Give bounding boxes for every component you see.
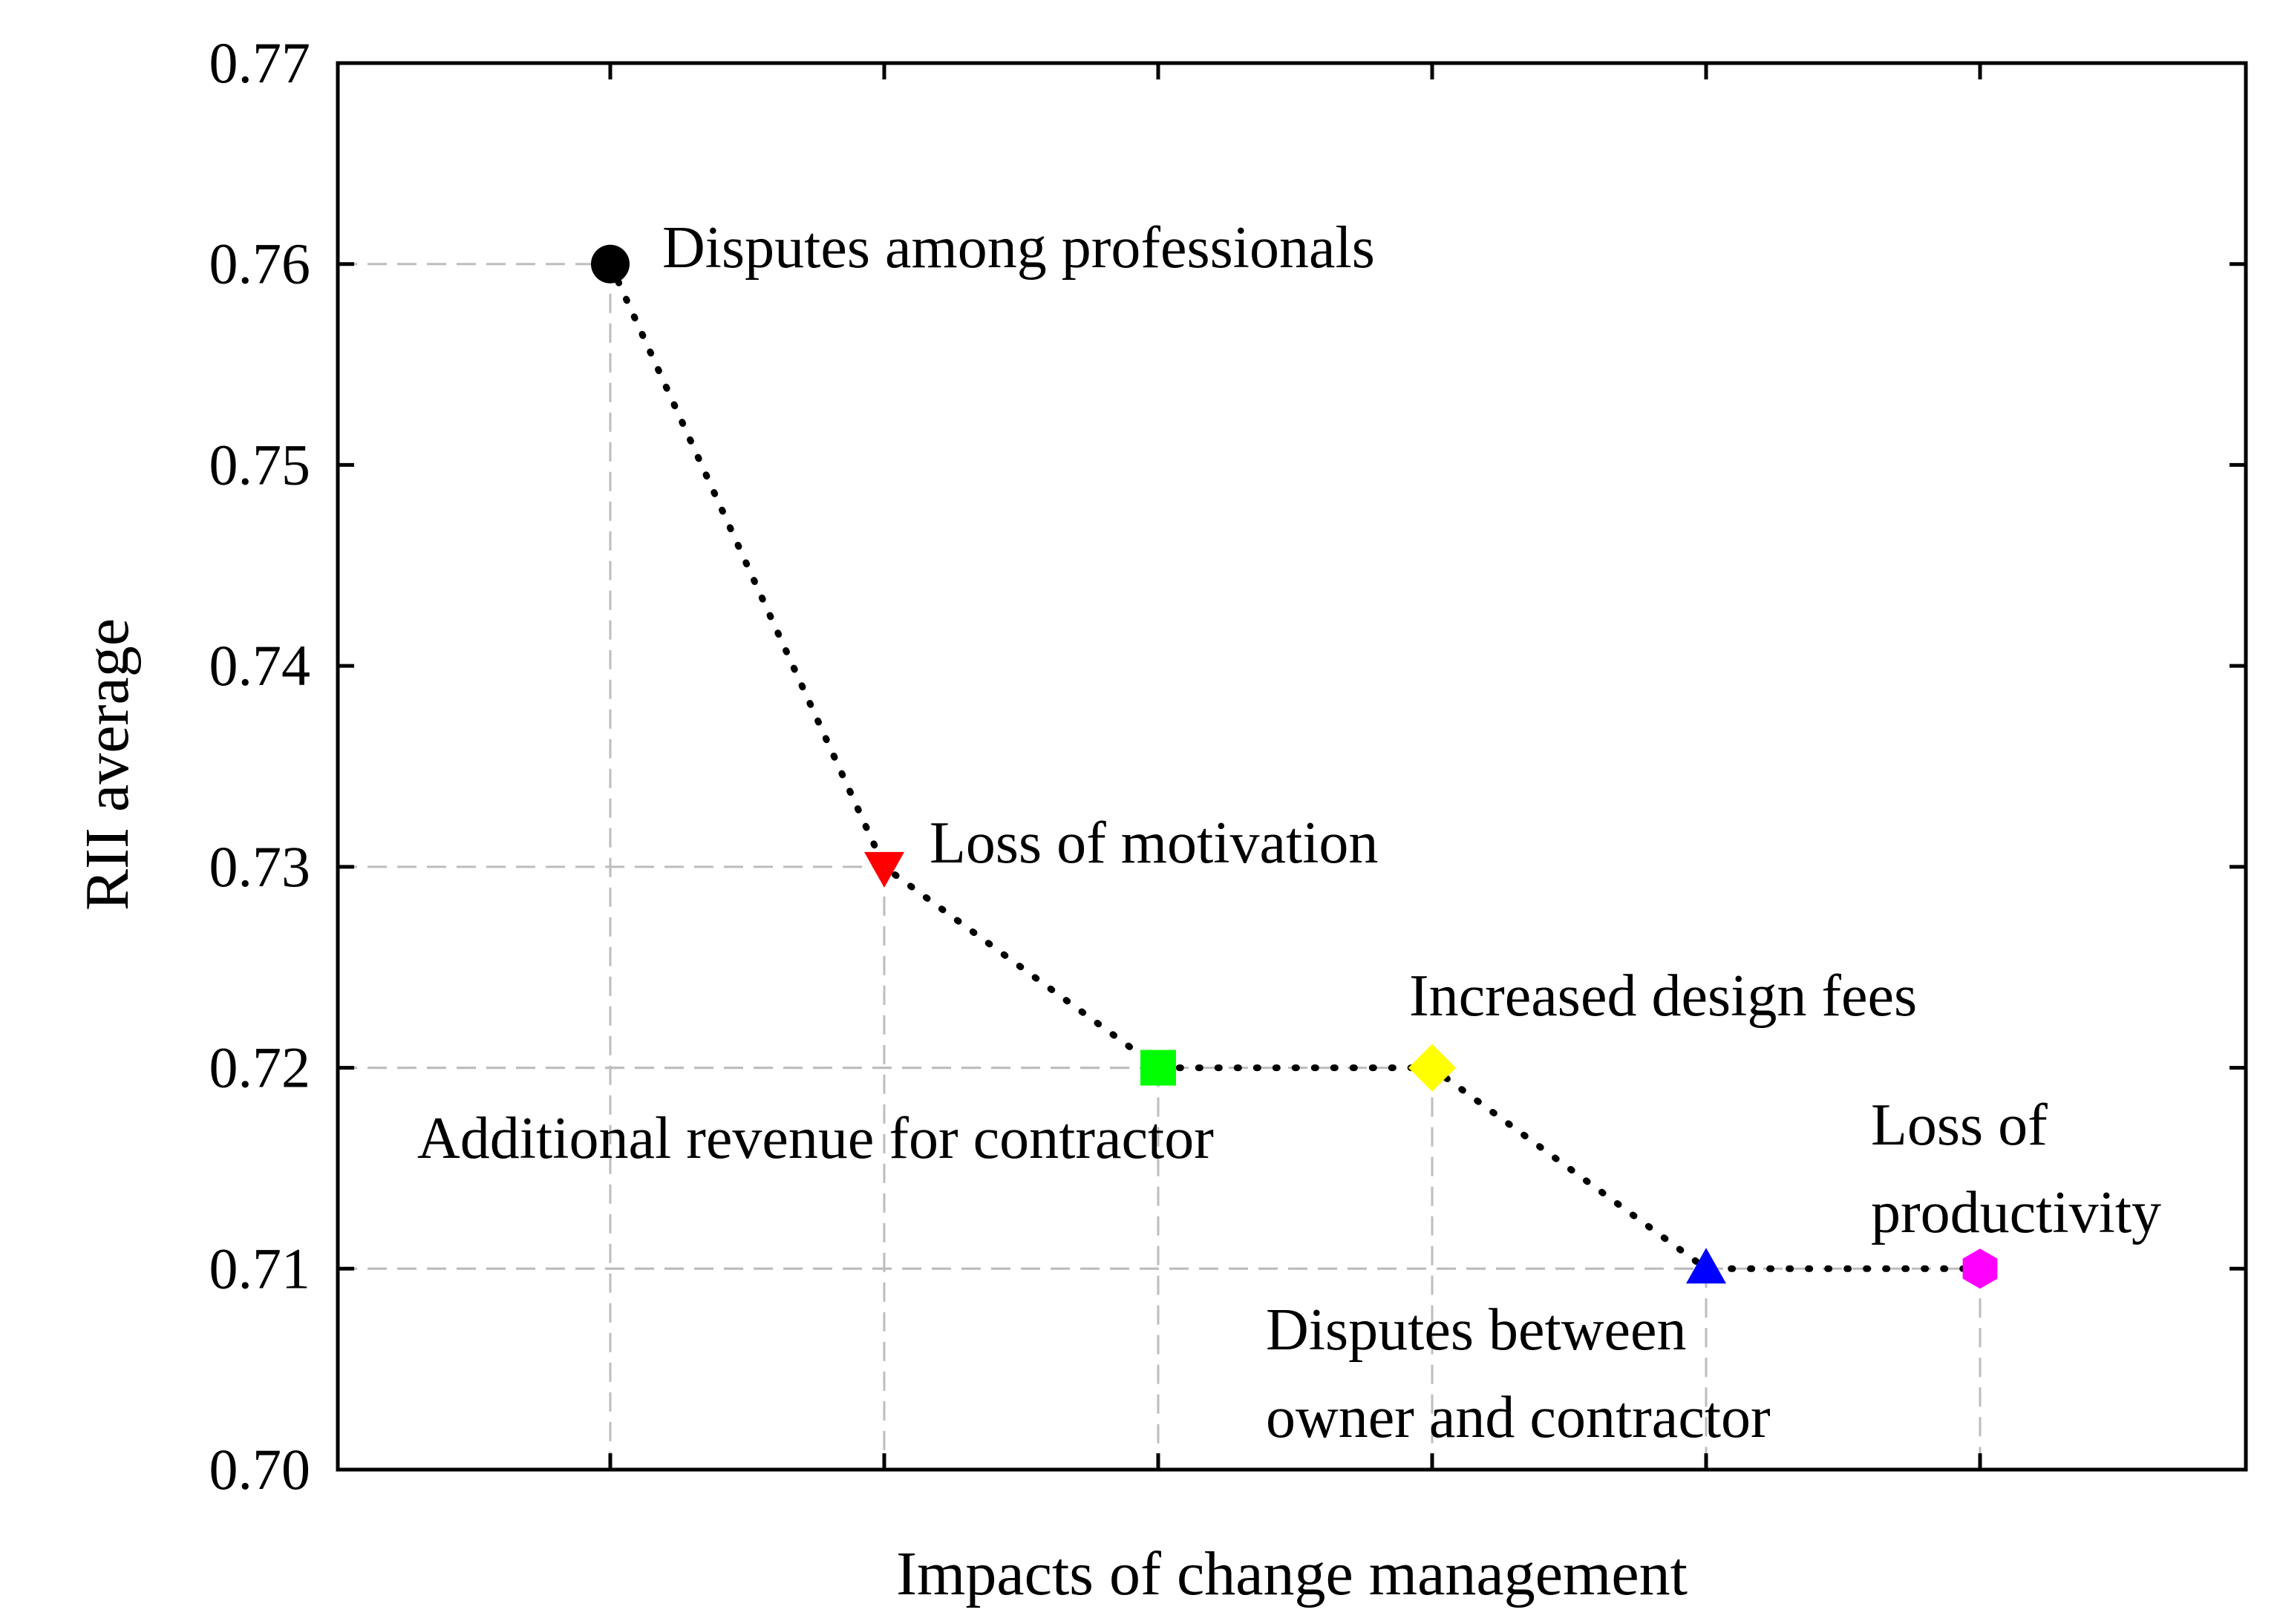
- point-label: Loss of: [1871, 1093, 2048, 1158]
- data-point-square: [1140, 1050, 1176, 1086]
- y-tick-label: 0.74: [209, 633, 311, 698]
- point-labels: Disputes among professionals Loss of moti…: [417, 215, 2161, 1450]
- guide-lines: [338, 263, 1982, 1470]
- series-line: [607, 261, 1984, 1272]
- point-label: Additional revenue for contractor: [417, 1106, 1214, 1171]
- data-point-circle: [591, 244, 630, 284]
- y-tick-label: 0.72: [209, 1035, 311, 1100]
- point-label: productivity: [1871, 1180, 2161, 1245]
- data-point-hexagon: [1962, 1248, 1998, 1289]
- point-label: Increased design fees: [1409, 963, 1917, 1029]
- point-label: Loss of motivation: [930, 811, 1378, 876]
- y-tick-label: 0.75: [209, 432, 311, 497]
- y-tick-label: 0.77: [209, 30, 311, 95]
- point-label: Disputes between: [1266, 1297, 1687, 1363]
- y-tick-label: 0.73: [209, 834, 311, 899]
- x-axis-title: Impacts of change management: [896, 1539, 1688, 1608]
- plot-frame: [336, 61, 2248, 1472]
- data-point-triangle-down: [864, 851, 904, 888]
- y-tick-label: 0.76: [209, 232, 311, 296]
- markers: [591, 244, 1998, 1289]
- y-axis-title: RII average: [73, 618, 142, 911]
- data-point-diamond: [1408, 1044, 1456, 1092]
- point-label: Disputes among professionals: [662, 215, 1375, 281]
- point-label: owner and contractor: [1266, 1385, 1771, 1450]
- data-point-triangle-up: [1686, 1248, 1726, 1284]
- axis-ticks: 0.70 0.71 0.72 0.73 0.74 0.75 0.76 0.77: [209, 30, 2246, 1502]
- y-tick-label: 0.71: [209, 1236, 311, 1300]
- y-tick-label: 0.70: [209, 1437, 311, 1502]
